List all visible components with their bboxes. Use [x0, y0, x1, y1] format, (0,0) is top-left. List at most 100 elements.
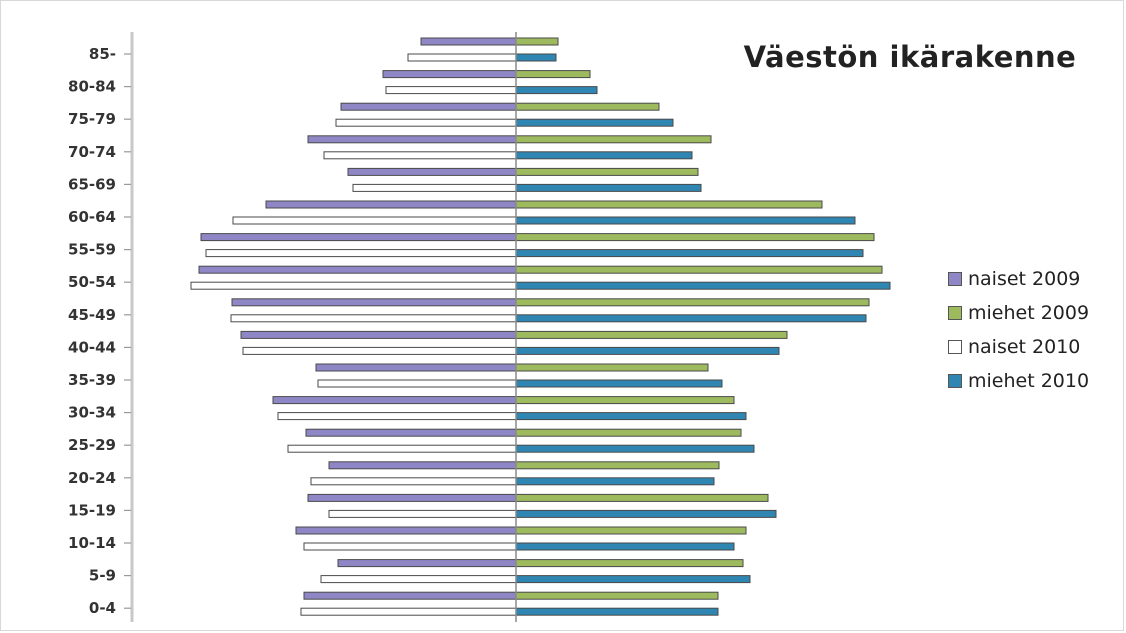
- bar-naiset-2009-50-54: [198, 265, 517, 274]
- bar-naiset-2009-5-9: [337, 559, 517, 568]
- bar-miehet-2010-25-29: [515, 444, 755, 453]
- legend-item-naiset-2010: naiset 2010: [948, 330, 1123, 364]
- age-group-label: 40-44: [68, 338, 116, 356]
- bar-naiset-2009-60-64: [265, 200, 517, 209]
- bar-miehet-2010-40-44: [515, 346, 780, 355]
- bar-naiset-2010-70-74: [323, 151, 517, 160]
- bar-naiset-2009-65-69: [347, 167, 517, 176]
- bar-naiset-2009-40-44: [240, 330, 517, 339]
- bar-naiset-2010-50-54: [190, 281, 517, 290]
- legend-item-miehet-2009: miehet 2009: [948, 296, 1123, 330]
- bar-naiset-2010-55-59: [205, 249, 517, 258]
- age-group-label: 25-29: [68, 436, 116, 454]
- bar-miehet-2010-10-14: [515, 542, 735, 551]
- bar-miehet-2010-35-39: [515, 379, 723, 388]
- bar-miehet-2010-60-64: [515, 216, 856, 225]
- bar-miehet-2009-65-69: [515, 167, 699, 176]
- bar-miehet-2010-20-24: [515, 477, 715, 486]
- bar-naiset-2010-45-49: [230, 314, 517, 323]
- bar-naiset-2010-85-: [407, 53, 517, 62]
- bar-naiset-2010-75-79: [335, 118, 517, 127]
- bar-miehet-2009-35-39: [515, 363, 709, 372]
- age-group-label: 60-64: [68, 208, 116, 226]
- bar-miehet-2010-30-34: [515, 412, 747, 421]
- legend-label-miehet-2010: miehet 2010: [968, 370, 1090, 392]
- bar-miehet-2009-25-29: [515, 428, 742, 437]
- bar-naiset-2010-40-44: [242, 346, 517, 355]
- bar-naiset-2009-10-14: [295, 526, 517, 535]
- bar-naiset-2009-35-39: [315, 363, 517, 372]
- legend-item-miehet-2010: miehet 2010: [948, 364, 1123, 398]
- bar-naiset-2009-15-19: [307, 493, 517, 502]
- legend-label-naiset-2009: naiset 2009: [968, 268, 1081, 290]
- bar-naiset-2009-70-74: [307, 135, 517, 144]
- bar-miehet-2009-40-44: [515, 330, 788, 339]
- age-group-label: 35-39: [68, 371, 116, 389]
- bar-naiset-2010-65-69: [352, 183, 517, 192]
- legend-swatch-miehet-2009: [948, 306, 962, 320]
- bar-miehet-2009-5-9: [515, 559, 744, 568]
- age-group-label: 10-14: [68, 534, 116, 552]
- bar-miehet-2009-60-64: [515, 200, 823, 209]
- age-group-label: 50-54: [68, 273, 116, 291]
- legend-swatch-miehet-2010: [948, 374, 962, 388]
- bar-naiset-2009-55-59: [200, 233, 517, 242]
- bar-miehet-2009-70-74: [515, 135, 712, 144]
- bar-naiset-2009-25-29: [305, 428, 517, 437]
- bar-naiset-2010-60-64: [232, 216, 517, 225]
- bar-naiset-2009-75-79: [340, 102, 517, 111]
- bar-naiset-2010-80-84: [385, 86, 517, 95]
- bar-miehet-2010-55-59: [515, 249, 864, 258]
- age-group-label: 70-74: [68, 143, 116, 161]
- bar-miehet-2009-0-4: [515, 591, 719, 600]
- bar-miehet-2010-75-79: [515, 118, 674, 127]
- age-group-label: 45-49: [68, 306, 116, 324]
- legend-label-miehet-2009: miehet 2009: [968, 302, 1090, 324]
- bar-naiset-2009-30-34: [272, 396, 517, 405]
- bar-miehet-2010-45-49: [515, 314, 867, 323]
- bar-miehet-2010-0-4: [515, 607, 719, 616]
- bar-miehet-2009-55-59: [515, 233, 875, 242]
- legend-swatch-naiset-2010: [948, 340, 962, 354]
- bar-naiset-2009-45-49: [231, 298, 517, 307]
- bar-miehet-2010-50-54: [515, 281, 891, 290]
- age-group-label: 20-24: [68, 469, 116, 487]
- bar-miehet-2009-10-14: [515, 526, 747, 535]
- legend: naiset 2009 miehet 2009 naiset 2010 mieh…: [948, 262, 1123, 398]
- bar-miehet-2010-5-9: [515, 575, 751, 584]
- chart-title: Väestön ikärakenne: [743, 40, 1077, 74]
- bar-naiset-2010-25-29: [287, 444, 517, 453]
- bar-naiset-2010-20-24: [310, 477, 517, 486]
- age-group-label: 55-59: [68, 241, 116, 259]
- bar-miehet-2009-80-84: [515, 70, 591, 79]
- age-group-label: 5-9: [89, 567, 116, 585]
- bar-miehet-2010-70-74: [515, 151, 693, 160]
- age-group-label: 65-69: [68, 175, 116, 193]
- bar-naiset-2009-80-84: [382, 70, 517, 79]
- bar-miehet-2009-20-24: [515, 461, 720, 470]
- bar-naiset-2009-20-24: [328, 461, 517, 470]
- legend-item-naiset-2009: naiset 2009: [948, 262, 1123, 296]
- bar-miehet-2009-85-: [515, 37, 559, 46]
- bar-miehet-2009-75-79: [515, 102, 660, 111]
- age-group-label: 0-4: [89, 599, 116, 617]
- bar-naiset-2010-0-4: [300, 607, 517, 616]
- age-group-label: 30-34: [68, 404, 116, 422]
- bar-naiset-2010-15-19: [328, 509, 517, 518]
- age-group-label: 80-84: [68, 78, 116, 96]
- bar-miehet-2010-80-84: [515, 86, 598, 95]
- bar-miehet-2010-15-19: [515, 509, 777, 518]
- bar-miehet-2009-45-49: [515, 298, 870, 307]
- bar-miehet-2010-65-69: [515, 183, 702, 192]
- bar-naiset-2009-85-: [420, 37, 517, 46]
- age-group-label: 75-79: [68, 110, 116, 128]
- bar-naiset-2009-0-4: [303, 591, 517, 600]
- age-group-label: 85-: [89, 45, 116, 63]
- bar-miehet-2009-15-19: [515, 493, 769, 502]
- bar-miehet-2009-50-54: [515, 265, 883, 274]
- legend-swatch-naiset-2009: [948, 272, 962, 286]
- bar-miehet-2010-85-: [515, 53, 557, 62]
- age-group-label: 15-19: [68, 501, 116, 519]
